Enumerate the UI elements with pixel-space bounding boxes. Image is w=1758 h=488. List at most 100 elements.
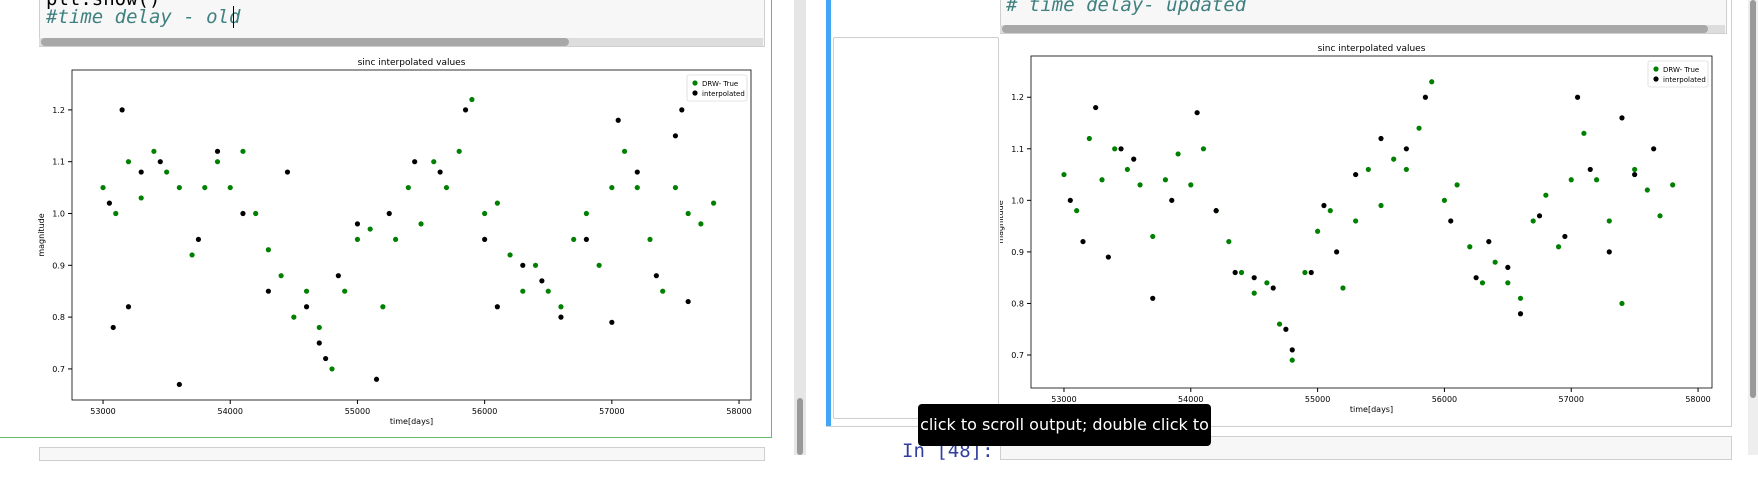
notebook-screen: {"left": {"code_lines": ["plt.show()", "… xyxy=(0,0,1758,476)
x-tick-label: 57000 xyxy=(1559,395,1584,404)
tooltip[interactable]: click to scroll output; double click to … xyxy=(918,404,1211,476)
point xyxy=(100,184,106,191)
point xyxy=(469,96,475,103)
point xyxy=(1093,104,1099,111)
point xyxy=(1150,295,1156,301)
point xyxy=(615,117,621,123)
point xyxy=(1378,202,1384,209)
point xyxy=(1353,218,1359,224)
point xyxy=(386,210,392,217)
point xyxy=(609,184,615,191)
y-tick-label: 0.9 xyxy=(1011,248,1024,257)
x-tick-label: 58000 xyxy=(726,407,751,416)
point xyxy=(138,169,144,175)
point xyxy=(265,247,271,253)
point xyxy=(520,288,526,294)
point xyxy=(1403,166,1409,173)
point xyxy=(265,288,271,294)
point xyxy=(443,184,450,191)
scroll-thumb[interactable] xyxy=(797,398,803,455)
point xyxy=(634,169,640,175)
x-tick-label: 54000 xyxy=(218,407,243,416)
point xyxy=(1619,300,1625,307)
point xyxy=(1587,166,1593,173)
h-scrollbar[interactable] xyxy=(1000,25,1725,33)
point xyxy=(1416,125,1422,131)
legend-marker xyxy=(1653,66,1659,72)
point xyxy=(1162,177,1169,183)
point xyxy=(284,169,291,175)
point xyxy=(494,304,500,310)
y-tick-label: 0.8 xyxy=(1011,299,1024,308)
scroll-thumb[interactable] xyxy=(1002,25,1708,33)
axes-frame xyxy=(1030,55,1713,389)
x-tick-label: 57000 xyxy=(599,407,624,416)
code-line: # time delay- updated xyxy=(1006,0,1247,16)
point xyxy=(1226,238,1232,245)
point xyxy=(405,184,411,191)
point xyxy=(1289,347,1295,353)
point xyxy=(1517,311,1524,317)
point xyxy=(189,252,195,258)
point xyxy=(1568,177,1574,183)
legend-label: DRW- True xyxy=(1663,66,1699,74)
point xyxy=(1644,187,1650,193)
legend-box xyxy=(686,74,748,102)
point xyxy=(532,262,539,268)
point xyxy=(1403,146,1409,152)
point xyxy=(202,184,208,191)
point xyxy=(685,210,691,217)
point xyxy=(240,148,246,154)
point xyxy=(1074,208,1080,214)
output-prompt-area[interactable] xyxy=(833,37,999,419)
point xyxy=(1334,249,1340,255)
scroll-thumb[interactable] xyxy=(41,38,569,46)
point xyxy=(1632,171,1638,178)
point xyxy=(176,184,182,191)
point xyxy=(125,159,132,165)
right-chart: 53000 54000 55000 56000 57000 58000 0.7 0.8 0.9 1… xyxy=(1000,44,1713,414)
window-scrollbar[interactable] xyxy=(1748,0,1758,455)
point xyxy=(418,221,424,227)
point xyxy=(507,252,513,258)
point xyxy=(303,304,310,310)
y-axis-label: magnitude xyxy=(37,213,46,256)
point xyxy=(462,107,469,113)
point xyxy=(571,236,577,243)
h-scrollbar[interactable] xyxy=(39,38,763,46)
point xyxy=(1486,238,1492,245)
point xyxy=(583,210,590,217)
pane-divider[interactable] xyxy=(794,0,806,455)
point xyxy=(303,288,310,294)
x-tick-label: 56000 xyxy=(1432,395,1457,404)
point xyxy=(685,298,691,305)
point xyxy=(1175,151,1181,157)
point xyxy=(1505,280,1511,286)
x-tick-label: 54000 xyxy=(1178,395,1203,404)
point xyxy=(539,278,545,284)
point xyxy=(1378,135,1384,142)
point xyxy=(240,210,246,217)
point xyxy=(1238,269,1245,276)
point xyxy=(227,184,233,191)
point xyxy=(1124,166,1130,173)
point xyxy=(1308,269,1314,276)
point xyxy=(1276,321,1283,327)
point xyxy=(1080,238,1086,245)
point xyxy=(1479,280,1486,286)
code-line: plt.show() xyxy=(46,0,160,10)
legend-label: interpolated xyxy=(1663,76,1706,84)
point xyxy=(1530,218,1536,224)
point xyxy=(342,288,348,294)
next-cell[interactable] xyxy=(39,447,765,461)
point xyxy=(335,273,341,279)
code-line: #time delay - old xyxy=(46,6,241,28)
point xyxy=(1492,259,1498,265)
point xyxy=(583,236,590,243)
point xyxy=(1365,166,1371,173)
scroll-thumb[interactable] xyxy=(1750,0,1756,398)
point xyxy=(494,200,500,206)
point xyxy=(660,288,666,294)
point xyxy=(1188,182,1194,188)
point xyxy=(1321,202,1327,209)
